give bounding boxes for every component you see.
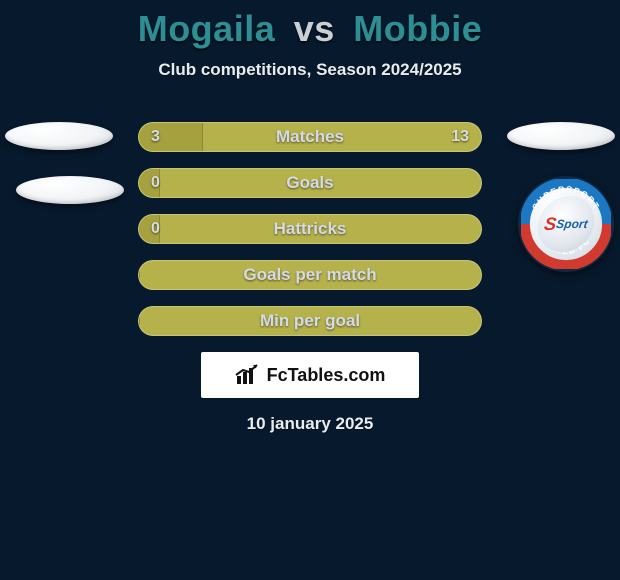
bar-row: Matches313: [138, 122, 482, 152]
title-player1: Mogaila: [138, 8, 276, 49]
bar-fill-left: [139, 261, 140, 289]
bar-value-right: 13: [451, 123, 469, 151]
bar-row: Goals0: [138, 168, 482, 198]
brand-chart-icon: [235, 364, 261, 386]
brand-text: FcTables.com: [267, 365, 386, 386]
player1-photo-placeholder: [5, 122, 113, 150]
title-vs: vs: [294, 8, 335, 49]
player2-club-badge: SUPERSPORT UNITED FC SSport: [518, 176, 614, 272]
bar-label: Goals per match: [139, 261, 481, 289]
brand-box: FcTables.com: [201, 352, 419, 398]
bar-label: Hattricks: [139, 215, 481, 243]
date-text: 10 january 2025: [0, 414, 620, 434]
bar-fill-left: [139, 169, 160, 197]
badge-inner-sport: Sport: [555, 217, 588, 231]
comparison-bars: Matches313 Goals0 Hattricks0 Goals per matc…: [138, 122, 482, 336]
bar-row: Goals per match: [138, 260, 482, 290]
bar-fill-left: [139, 215, 160, 243]
page-title: Mogaila vs Mobbie: [0, 0, 620, 50]
bar-label: Min per goal: [139, 307, 481, 335]
title-player2: Mobbie: [353, 8, 482, 49]
bar-fill-left: [139, 307, 140, 335]
bar-fill-left: [139, 123, 203, 151]
bar-row: Hattricks0: [138, 214, 482, 244]
player2-photo-placeholder: [507, 122, 615, 150]
bar-row: Min per goal: [138, 306, 482, 336]
player1-club-placeholder: [16, 176, 124, 204]
subtitle: Club competitions, Season 2024/2025: [0, 60, 620, 80]
bar-label: Goals: [139, 169, 481, 197]
